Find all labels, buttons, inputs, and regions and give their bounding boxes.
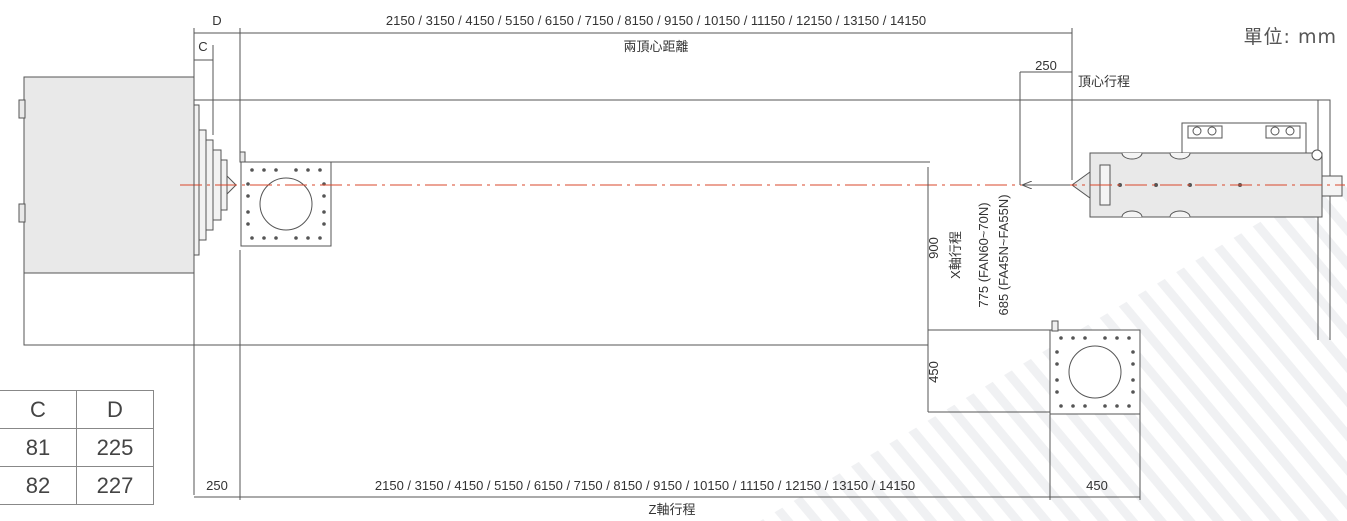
table-row: 81 225	[0, 428, 154, 467]
tailstock-travel-caption: 頂心行程	[1078, 74, 1130, 89]
top-dimension-lines	[193, 28, 1073, 495]
table-row: 82 227	[0, 466, 154, 505]
x-travel-450: 450	[926, 361, 941, 383]
table-cell: 227	[76, 466, 154, 505]
d-dimension-label: D	[212, 13, 221, 28]
x-travel-775: 775 (FAN60~70N)	[976, 202, 991, 307]
unit-label: 單位: mm	[1243, 26, 1337, 48]
bottom-right-450: 450	[1086, 478, 1108, 493]
x-axis-travel-caption: X軸行程	[948, 231, 963, 279]
x-axis-dimension-lines	[331, 161, 1050, 413]
x-travel-685: 685 (FA45N~FA55N)	[996, 194, 1011, 315]
bottom-dimension-lines	[194, 250, 1141, 500]
headstock	[18, 76, 246, 274]
top-center-distance-caption: 兩頂心距離	[623, 39, 688, 54]
z-axis-travel-caption: Z軸行程	[649, 502, 696, 517]
c-d-table: C D 81 225 82 227	[0, 390, 154, 505]
table-cell: 225	[76, 428, 154, 467]
bottom-lengths-label: 2150 / 3150 / 4150 / 5150 / 6150 / 7150 …	[375, 478, 915, 493]
table-cell: 81	[0, 428, 77, 467]
bottom-left-250: 250	[206, 478, 228, 493]
lower-cross-slide	[1049, 320, 1141, 415]
bed-outline	[23, 99, 1331, 346]
left-cross-slide	[240, 161, 332, 247]
tailstock-travel-value: 250	[1035, 58, 1057, 73]
table-header-row: C D	[0, 390, 154, 429]
tailstock	[1071, 122, 1343, 218]
table-cell: 82	[0, 466, 77, 505]
table-header-c: C	[0, 390, 77, 429]
top-lengths-label: 2150 / 3150 / 4150 / 5150 / 6150 / 7150 …	[386, 13, 926, 28]
c-dimension-label: C	[198, 39, 207, 54]
table-header-d: D	[76, 390, 154, 429]
x-travel-900: 900	[926, 237, 941, 259]
